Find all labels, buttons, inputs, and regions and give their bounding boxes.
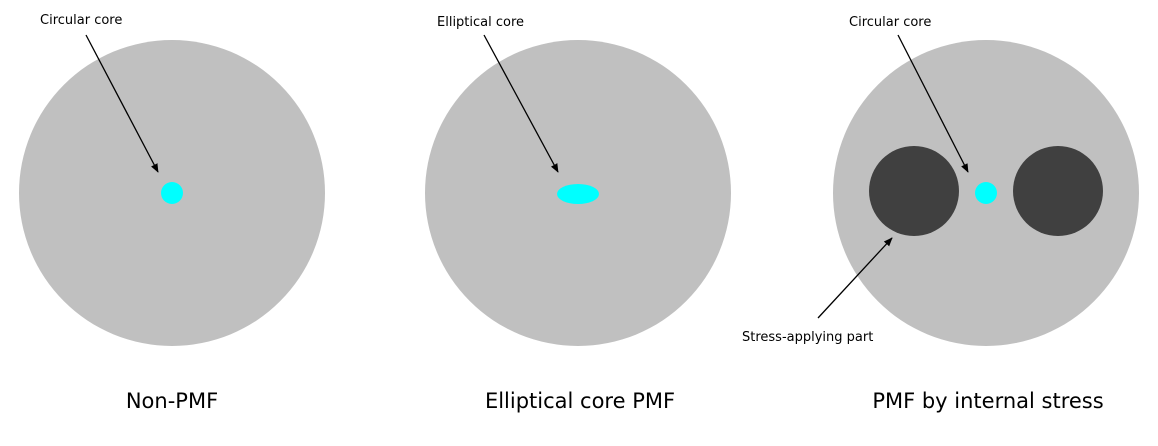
circular-core <box>975 182 997 204</box>
panel-caption: Non-PMF <box>126 389 218 413</box>
panel-non-pmf: Circular core Non-PMF <box>19 13 325 413</box>
core-pointer-arrow <box>897 34 969 173</box>
core-label: Circular core <box>40 13 122 28</box>
core-label: Elliptical core <box>437 15 524 30</box>
panel-elliptical-core-pmf: Elliptical core Elliptical core PMF <box>425 15 731 413</box>
stress-label: Stress-applying part <box>742 330 873 345</box>
core-label: Circular core <box>849 15 931 30</box>
panel-pmf-internal-stress: Circular core Stress-applying part PMF b… <box>742 15 1139 413</box>
circular-core <box>161 182 183 204</box>
core-pointer-arrow <box>85 34 159 173</box>
panel-caption: PMF by internal stress <box>872 389 1103 413</box>
stress-applying-part-left <box>869 146 959 236</box>
stress-applying-part-right <box>1013 146 1103 236</box>
core-pointer-arrow <box>483 34 559 173</box>
stress-pointer-arrow <box>817 237 893 319</box>
elliptical-core <box>557 184 599 204</box>
panel-caption: Elliptical core PMF <box>485 389 675 413</box>
